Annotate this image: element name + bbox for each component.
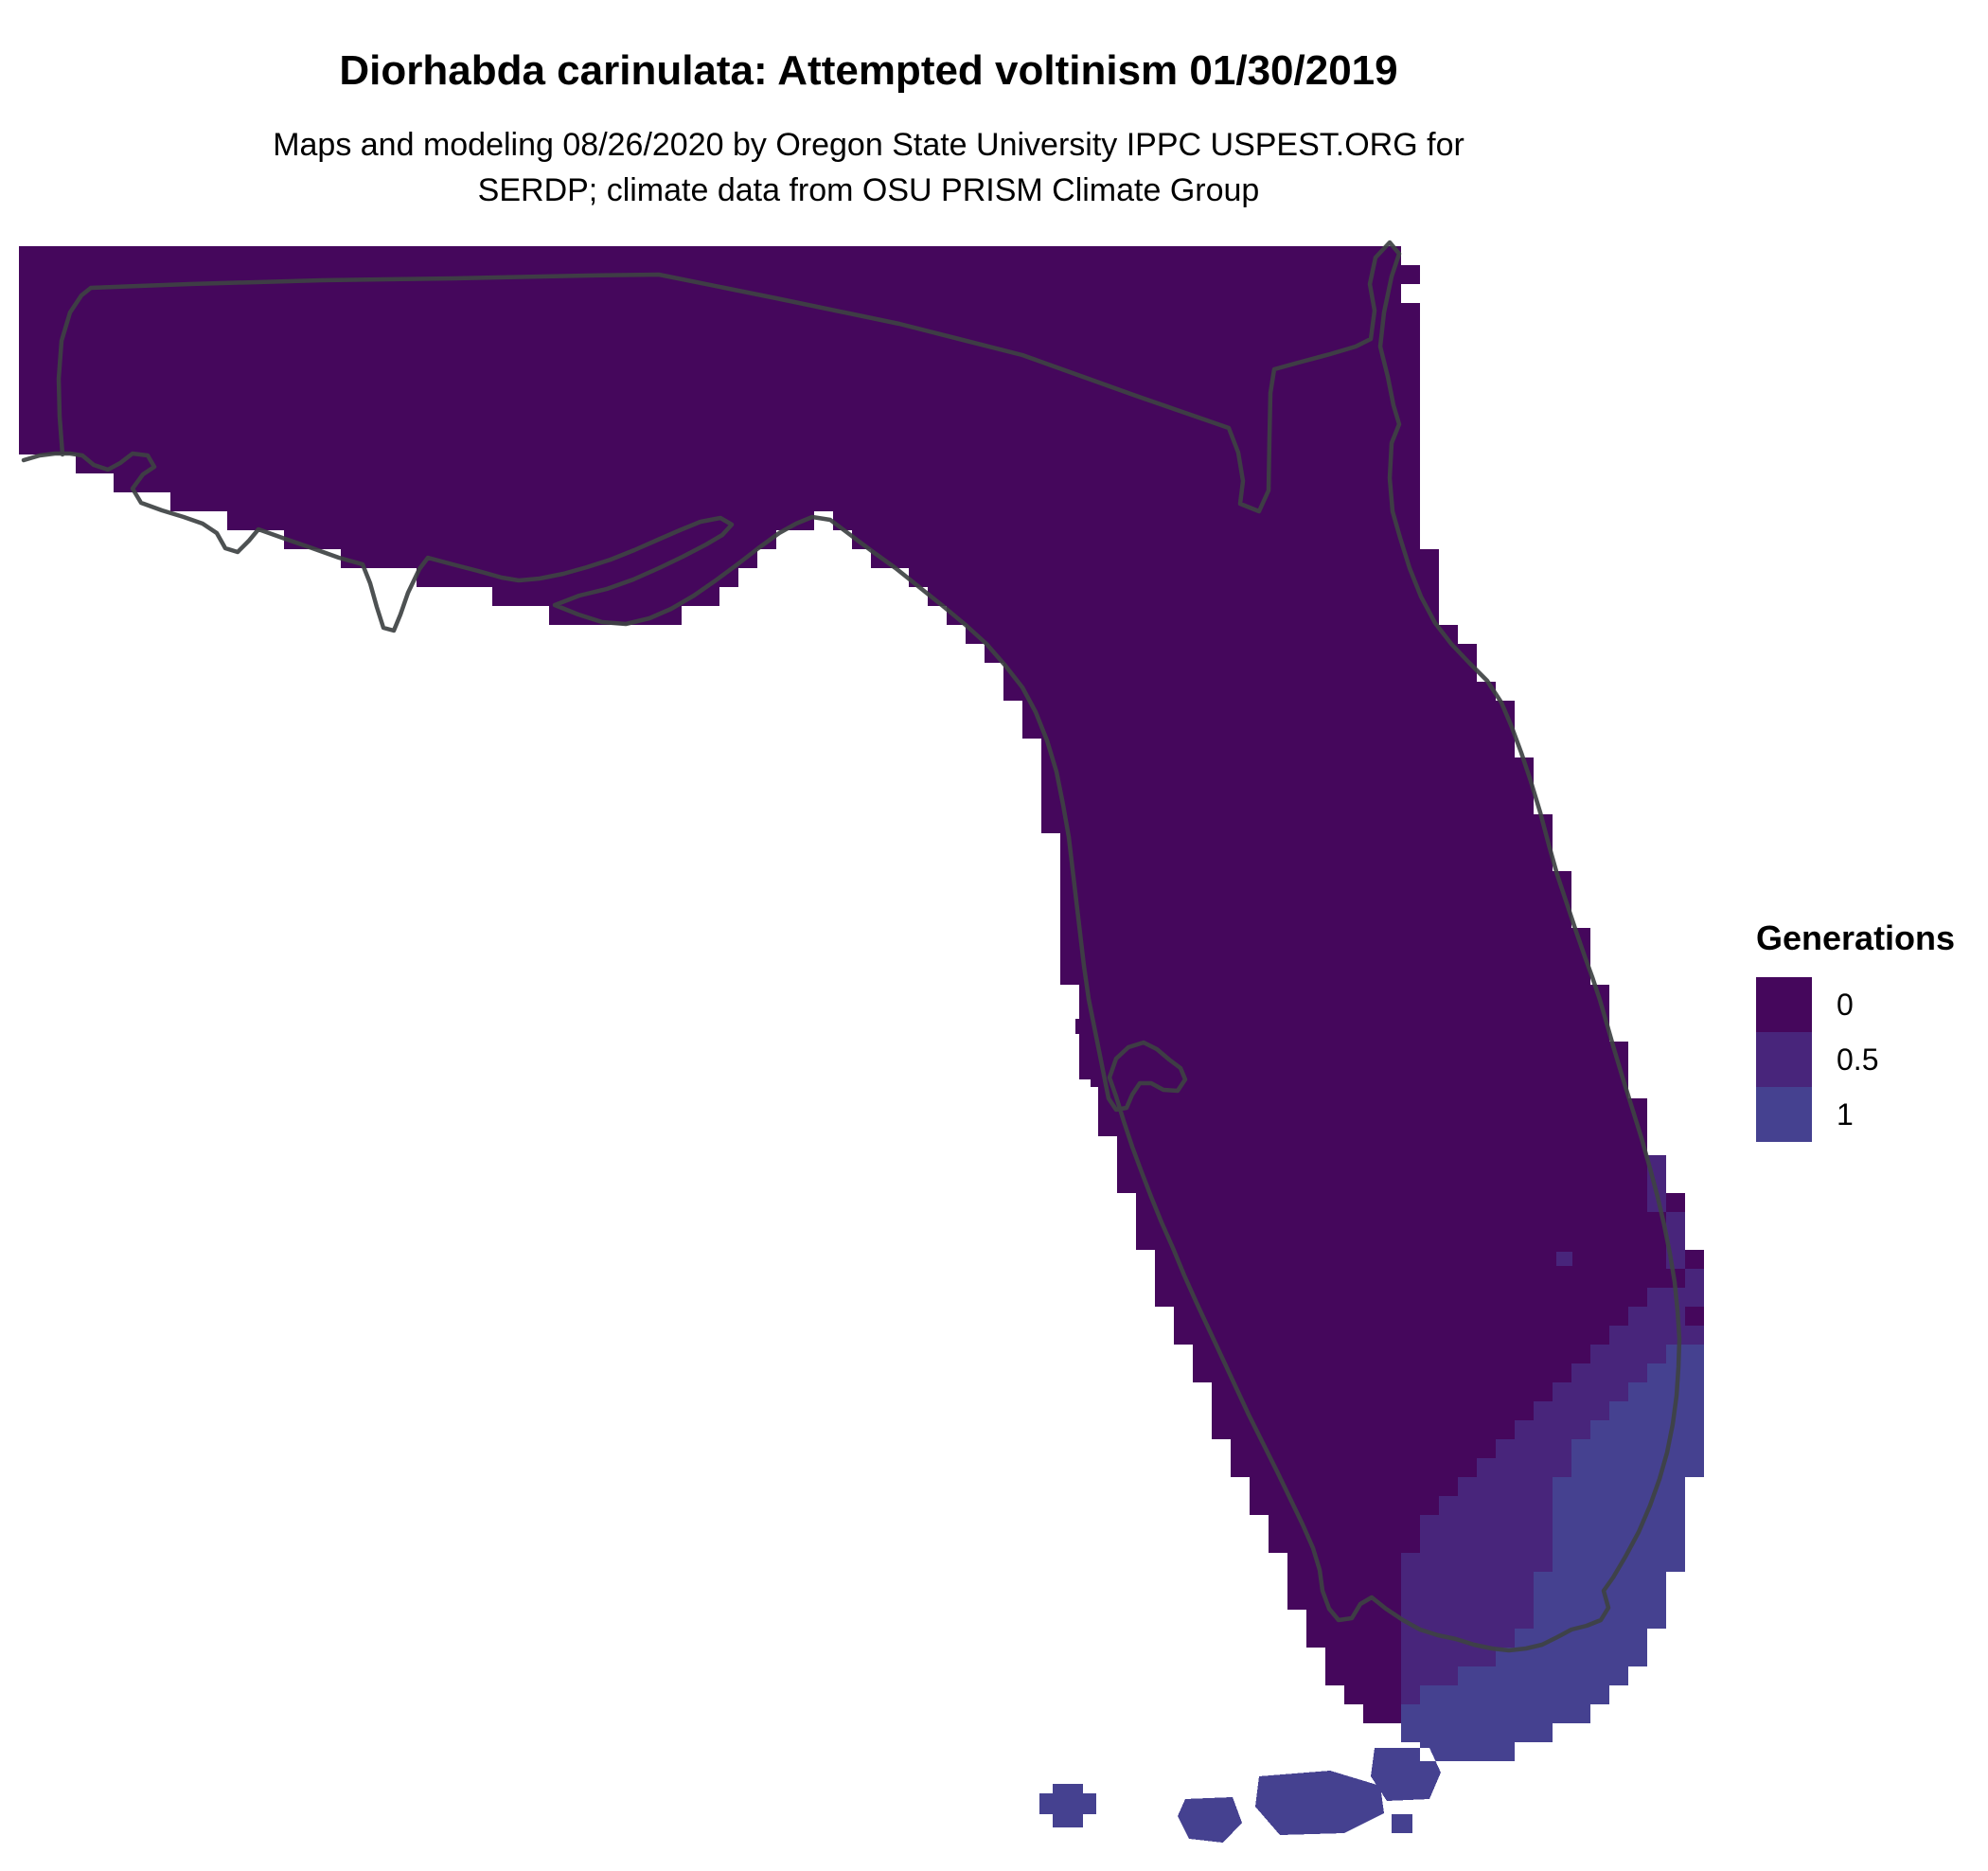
map-region-generations-0 bbox=[19, 246, 1704, 1723]
legend-title: Generations bbox=[1756, 918, 1956, 957]
legend-label-05: 0.5 bbox=[1837, 1042, 1879, 1077]
legend-swatch-05 bbox=[1756, 1032, 1812, 1087]
page-subtitle-line1: Maps and modeling 08/26/2020 by Oregon S… bbox=[273, 127, 1464, 163]
map-region-generations-1 bbox=[1039, 1345, 1704, 1843]
legend-item-1: 1 bbox=[1756, 1087, 1955, 1142]
legend: Generations 0 0.5 1 bbox=[1756, 918, 1955, 1142]
state-boundary-outline bbox=[21, 240, 1682, 1653]
legend-label-1: 1 bbox=[1837, 1096, 1854, 1132]
legend-label-0: 0 bbox=[1837, 987, 1854, 1022]
page-subtitle-line2: SERDP; climate data from OSU PRISM Clima… bbox=[477, 172, 1260, 208]
legend-item-05: 0.5 bbox=[1756, 1032, 1955, 1087]
legend-item-0: 0 bbox=[1756, 977, 1955, 1032]
legend-swatch-1 bbox=[1756, 1087, 1812, 1142]
page-title: Diorhabda carinulata: Attempted voltinis… bbox=[339, 47, 1398, 94]
legend-swatch-0 bbox=[1756, 977, 1812, 1032]
